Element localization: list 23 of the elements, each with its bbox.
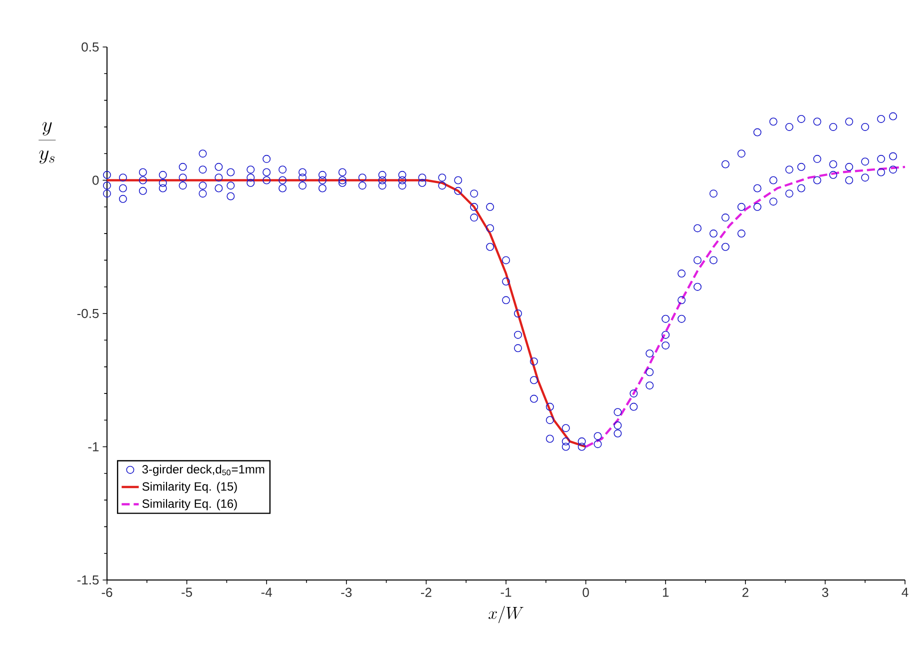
y-tick-label: -1.5 [77,575,99,585]
x-tick-label: 3 [822,588,828,598]
x-tick-label: 0 [582,588,589,598]
x-axis-title: $x/W$ [488,606,524,624]
y-tick-label: 0.5 [82,42,99,52]
legend-label: Similarity Eq. (15) [142,482,237,494]
y-tick-label: -0.5 [77,308,99,318]
x-tick-label: 2 [742,588,748,597]
x-tick-label: -2 [421,588,432,597]
x-tick-label: -6 [102,588,112,598]
x-tick-label: -1 [500,588,512,597]
x-tick-label: -3 [341,588,352,598]
legend-label: 3-girder deck,d$_{50}$=1mm [142,464,264,476]
x-tick-label: -4 [261,588,272,597]
x-tick-label: 4 [902,588,908,597]
legend-label: Similarity Eq. (16) [142,499,237,510]
x-tick-label: -5 [182,588,192,597]
y-tick-label: 0 [92,176,99,185]
y-tick-label: -1 [88,442,99,452]
line-series [584,166,906,448]
x-tick-label: 1 [662,588,669,597]
y-axis-title: $\frac{y}{y_s}$ [38,122,56,164]
line-series [106,179,587,448]
